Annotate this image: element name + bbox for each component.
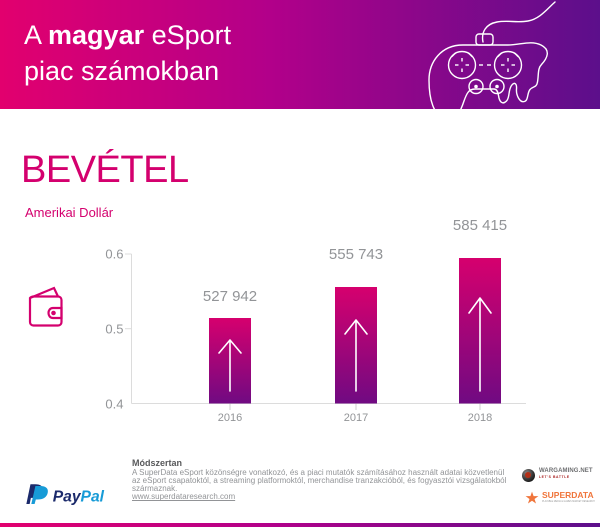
svg-text:PayPal: PayPal [53,489,105,506]
